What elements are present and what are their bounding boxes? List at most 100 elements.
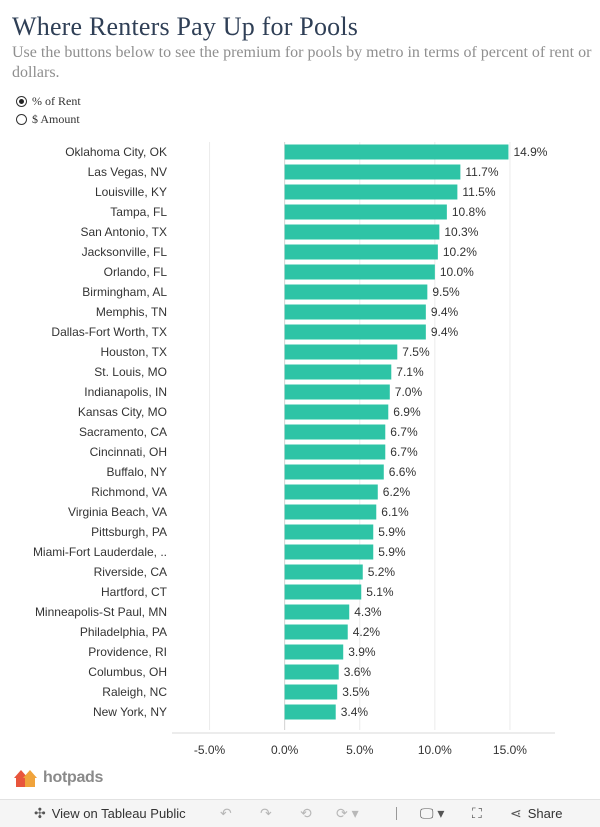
bar (284, 164, 461, 180)
data-label: 6.7% (390, 425, 418, 439)
category-label: Memphis, TN (96, 305, 167, 319)
data-label: 7.0% (395, 385, 423, 399)
option-dollar-label: $ Amount (32, 111, 80, 126)
data-label: 5.1% (366, 585, 394, 599)
bar (284, 204, 447, 220)
bar (284, 484, 378, 500)
category-label: Oklahoma City, OK (65, 145, 167, 159)
category-label: Sacramento, CA (79, 425, 167, 439)
category-label: Cincinnati, OH (90, 445, 167, 459)
x-tick-label: 0.0% (271, 743, 299, 754)
data-label: 6.6% (389, 465, 417, 479)
category-label: Minneapolis-St Paul, MN (35, 605, 167, 619)
redo-icon[interactable]: ↷ (260, 805, 272, 821)
radio-percent[interactable] (16, 95, 27, 107)
view-on-tableau-label: View on Tableau Public (51, 806, 186, 821)
category-label: Dallas-Fort Worth, TX (51, 325, 167, 339)
category-label: Las Vegas, NV (88, 165, 167, 179)
tableau-toolbar: ✣ View on Tableau Public ↶ ↷ ⟲ ⟳ ▾ 🖵 ▾ ⛶… (0, 799, 600, 827)
data-label: 6.9% (393, 405, 421, 419)
bar (284, 184, 458, 200)
bar (284, 684, 338, 700)
bar (284, 224, 440, 240)
revert-icon[interactable]: ⟲ (300, 805, 312, 821)
bar (284, 504, 377, 520)
bar (284, 544, 374, 560)
data-label: 7.1% (396, 365, 424, 379)
house-logo-icon (14, 770, 37, 787)
share-label: Share (527, 806, 563, 821)
data-label: 6.7% (390, 445, 418, 459)
hotpads-logo[interactable]: hotpads (12, 766, 103, 790)
undo-icon[interactable]: ↶ (220, 805, 232, 821)
radio-dollar[interactable] (16, 113, 27, 125)
download-icon[interactable]: 🖵 ▾ (420, 805, 445, 821)
category-label: New York, NY (93, 705, 167, 719)
refresh-icon[interactable]: ⟳ ▾ (336, 805, 359, 821)
data-label: 4.2% (353, 625, 381, 639)
bar (284, 384, 390, 400)
x-tick-label: 5.0% (346, 743, 374, 754)
data-label: 9.4% (431, 325, 459, 339)
metric-toggle: % of Rent $ Amount (16, 92, 81, 128)
data-label: 4.3% (354, 605, 382, 619)
data-label: 5.9% (378, 525, 406, 539)
x-tick-label: 15.0% (493, 743, 527, 754)
bar (284, 324, 426, 340)
data-label: 5.9% (378, 545, 406, 559)
category-label: Houston, TX (101, 345, 167, 359)
category-label: Tampa, FL (110, 205, 167, 219)
category-label: Raleigh, NC (102, 685, 167, 699)
data-label: 7.5% (402, 345, 430, 359)
bar (284, 564, 363, 580)
logo-wordmark: hotpads (43, 769, 104, 786)
bar (284, 144, 509, 160)
category-label: Philadelphia, PA (80, 625, 167, 639)
share-button[interactable]: ⋖ Share (510, 805, 562, 822)
category-label: St. Louis, MO (94, 365, 167, 379)
option-percent-of-rent[interactable]: % of Rent (16, 92, 81, 110)
bar (284, 644, 344, 660)
bar (284, 424, 386, 440)
data-label: 6.2% (383, 485, 411, 499)
data-label: 11.5% (462, 185, 495, 199)
category-label: San Antonio, TX (80, 225, 167, 239)
data-label: 9.4% (431, 305, 459, 319)
data-label: 9.5% (432, 285, 460, 299)
view-on-tableau-button[interactable]: ✣ View on Tableau Public (34, 805, 186, 822)
category-label: Miami-Fort Lauderdale, .. (33, 545, 167, 559)
tableau-icon: ✣ (34, 805, 46, 821)
bar (284, 344, 398, 360)
data-label: 10.8% (452, 205, 486, 219)
bar (284, 584, 362, 600)
category-label: Buffalo, NY (107, 465, 167, 479)
bar (284, 364, 392, 380)
bar (284, 244, 438, 260)
category-label: Richmond, VA (91, 485, 167, 499)
bar (284, 404, 389, 420)
category-label: Birmingham, AL (82, 285, 167, 299)
bar (284, 464, 384, 480)
category-label: Louisville, KY (95, 185, 167, 199)
bar (284, 284, 428, 300)
data-label: 5.2% (368, 565, 396, 579)
category-label: Indianapolis, IN (84, 385, 167, 399)
data-label: 10.2% (443, 245, 477, 259)
page-subtitle: Use the buttons below to see the premium… (12, 44, 592, 81)
data-label: 3.9% (348, 645, 376, 659)
category-label: Providence, RI (88, 645, 167, 659)
data-label: 3.4% (341, 705, 369, 719)
option-dollar-amount[interactable]: $ Amount (16, 110, 81, 128)
data-label: 3.6% (344, 665, 372, 679)
category-label: Virginia Beach, VA (68, 505, 167, 519)
category-label: Kansas City, MO (78, 405, 167, 419)
bar (284, 264, 435, 280)
data-label: 14.9% (513, 145, 547, 159)
category-label: Columbus, OH (88, 665, 167, 679)
category-label: Orlando, FL (104, 265, 168, 279)
fullscreen-icon[interactable]: ⛶ (472, 805, 482, 821)
category-label: Pittsburgh, PA (91, 525, 167, 539)
category-label: Hartford, CT (101, 585, 168, 599)
category-label: Riverside, CA (94, 565, 167, 579)
bar-chart: Oklahoma City, OK 14.9% Las Vegas, NV 11.7%… (33, 142, 555, 754)
